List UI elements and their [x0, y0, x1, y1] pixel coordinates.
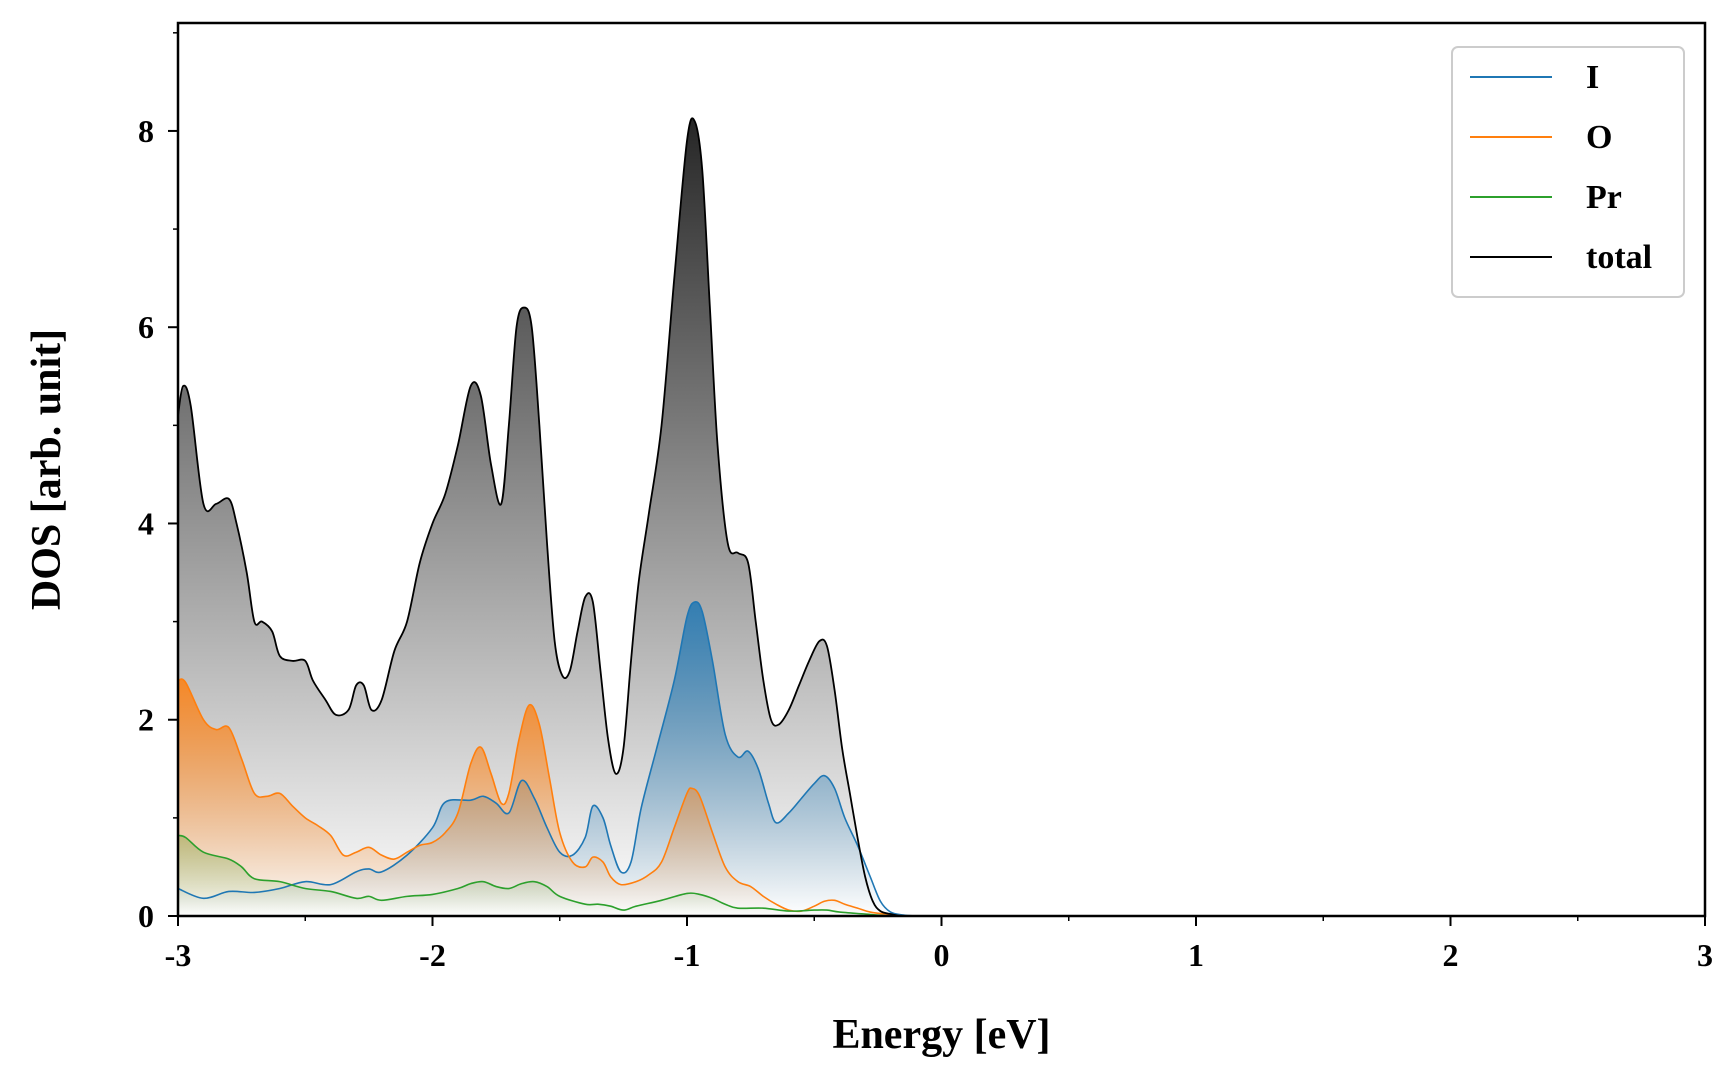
legend-label-I: I: [1586, 59, 1599, 96]
legend: IO Pr total: [1451, 46, 1685, 298]
legend-label-O: O: [1586, 119, 1612, 156]
x-tick-label: 0: [934, 937, 950, 973]
legend-box: [1451, 46, 1685, 298]
series-line-Pr: [177, 834, 917, 917]
y-tick-label: 8: [138, 113, 154, 149]
x-tick-label: -1: [674, 937, 701, 973]
area-fill-total: [178, 118, 942, 917]
y-axis-label: DOS [arb. unit]: [24, 329, 70, 610]
x-tick-label: 1: [1188, 937, 1204, 973]
x-axis-label: Energy [eV]: [832, 1012, 1050, 1058]
legend-label-Pr: Pr: [1586, 179, 1622, 216]
x-tick-label: -2: [419, 937, 446, 973]
area-fills: [178, 118, 942, 917]
axis-ticks: -3 -2 -1 0 1 2 3 0 2 4 6 8: [138, 32, 1713, 973]
y-tick-label: 0: [138, 898, 154, 934]
series-line-O: [177, 678, 917, 917]
series-line-total: [177, 117, 942, 918]
area-fill-O: [178, 679, 917, 917]
y-tick-label: 2: [138, 702, 154, 738]
series-lines: [177, 117, 942, 918]
legend-label-total: total: [1586, 239, 1652, 276]
area-fill-I: [178, 601, 917, 916]
series-line-I: [177, 600, 917, 917]
y-tick-label: 4: [138, 505, 154, 541]
y-tick-label: 6: [138, 309, 154, 345]
x-tick-label: 2: [1443, 937, 1459, 973]
x-tick-label: -3: [165, 937, 192, 973]
x-tick-label: 3: [1697, 937, 1713, 973]
